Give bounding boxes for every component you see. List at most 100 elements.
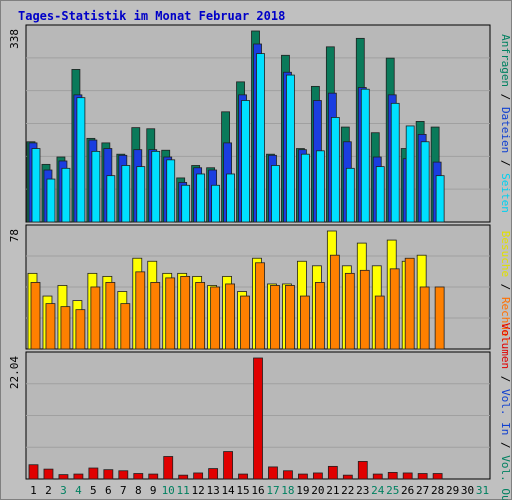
bar-mid-rechner-14 [225, 283, 235, 350]
bar-mid-rechner-7 [120, 303, 131, 350]
bar-mid-rechner-1 [30, 282, 41, 350]
x-tick-label-21: 21 [326, 484, 339, 497]
legend-top: Anfragen / Dateien / Seiten [499, 34, 512, 213]
bar-bot-volumen-17 [268, 466, 278, 480]
bar-top-seiten-15 [241, 100, 250, 223]
x-tick-label-6: 6 [105, 484, 112, 497]
x-tick-label-30: 30 [461, 484, 474, 497]
legend-entry: / [499, 435, 512, 455]
bar-top-seiten-5 [91, 150, 101, 223]
bar-mid-rechner-20 [314, 282, 325, 350]
bar-mid-rechner-9 [150, 282, 161, 350]
legend-entry: / [499, 153, 512, 173]
x-tick-label-8: 8 [135, 484, 142, 497]
bar-bot-volumen-8 [133, 473, 144, 480]
bar-bot-volumen-21 [327, 465, 338, 480]
bar-bot-volumen-23 [357, 461, 368, 480]
legend-entry: Seiten [499, 173, 512, 213]
x-tick-label-12: 12 [192, 484, 205, 497]
bar-top-seiten-16 [256, 53, 265, 223]
bar-bot-volumen-16 [253, 357, 263, 480]
legend-entry: / [499, 369, 512, 389]
bar-mid-rechner-6 [105, 282, 116, 350]
legend-entry: Vol. Out [499, 455, 512, 500]
legend-entry: Anfragen [499, 34, 512, 87]
bar-bot-volumen-5 [88, 467, 99, 480]
bar-top-seiten-10 [166, 159, 176, 223]
bar-mid-rechner-18 [285, 285, 295, 350]
bar-bot-volumen-22 [342, 474, 353, 480]
bar-mid-rechner-5 [90, 286, 101, 350]
bar-mid-rechner-23 [359, 269, 370, 350]
bar-top-seiten-21 [330, 117, 340, 223]
bar-bot-volumen-18 [283, 470, 293, 480]
x-tick-label-5: 5 [90, 484, 97, 497]
legend-bot: Volumen / Vol. In / Vol. Out [499, 323, 512, 500]
x-tick-label-3: 3 [60, 484, 67, 497]
bar-bot-volumen-20 [312, 472, 323, 480]
bar-bot-volumen-10 [163, 456, 174, 480]
bar-mid-rechner-25 [389, 268, 400, 350]
bar-mid-rechner-26 [404, 257, 415, 350]
x-tick-label-29: 29 [446, 484, 459, 497]
legend-entry: / [499, 277, 512, 297]
x-tick-label-10: 10 [162, 484, 175, 497]
x-tick-label-27: 27 [416, 484, 429, 497]
bar-mid-rechner-10 [165, 277, 176, 350]
bar-top-seiten-25 [390, 102, 400, 223]
bar-bot-volumen-7 [118, 470, 129, 480]
x-tick-label-9: 9 [150, 484, 157, 497]
x-tick-label-1: 1 [30, 484, 37, 497]
bar-bot-volumen-12 [193, 472, 204, 480]
x-tick-label-2: 2 [45, 484, 52, 497]
bar-mid-rechner-3 [60, 306, 71, 350]
bar-bot-volumen-4 [73, 473, 84, 480]
bar-top-seiten-6 [106, 175, 116, 223]
bar-top-seiten-1 [31, 148, 41, 223]
bar-top-seiten-12 [196, 173, 206, 223]
bar-mid-rechner-11 [180, 275, 191, 350]
bar-top-seiten-11 [181, 184, 191, 223]
bar-top-seiten-17 [271, 165, 280, 223]
max-label-top: 338 [8, 29, 21, 49]
x-tick-label-18: 18 [281, 484, 294, 497]
max-label-mid: 78 [8, 229, 21, 242]
bar-mid-rechner-22 [344, 272, 355, 350]
bar-top-seiten-27 [420, 141, 430, 223]
bar-top-seiten-19 [301, 153, 310, 223]
bar-mid-rechner-28 [434, 286, 445, 350]
x-tick-label-19: 19 [296, 484, 309, 497]
bar-mid-rechner-27 [419, 286, 430, 350]
legend-entry: / [499, 87, 512, 107]
bar-mid-rechner-15 [240, 295, 250, 350]
bar-top-seiten-28 [435, 175, 445, 223]
x-tick-label-26: 26 [401, 484, 414, 497]
bar-top-seiten-9 [151, 150, 161, 223]
bar-mid-rechner-12 [195, 282, 206, 350]
bar-top-seiten-13 [211, 184, 221, 223]
x-tick-label-31: 31 [476, 484, 489, 497]
bar-bot-volumen-3 [58, 474, 69, 480]
bar-mid-rechner-21 [329, 254, 340, 350]
bar-top-seiten-24 [375, 166, 385, 223]
bar-bot-volumen-27 [417, 473, 428, 480]
bar-top-seiten-4 [76, 97, 86, 223]
bar-mid-rechner-19 [300, 295, 310, 350]
x-tick-label-16: 16 [251, 484, 264, 497]
bar-bot-volumen-9 [148, 473, 159, 480]
x-tick-label-13: 13 [206, 484, 219, 497]
x-tick-label-23: 23 [356, 484, 369, 497]
legend-mid: Besuche / Rechner [499, 231, 512, 344]
bar-top-seiten-2 [46, 178, 56, 223]
bar-mid-rechner-8 [135, 271, 146, 350]
x-tick-label-4: 4 [75, 484, 82, 497]
legend-entry: Volumen [499, 323, 512, 369]
bar-top-seiten-20 [315, 150, 325, 223]
bar-bot-volumen-26 [402, 472, 413, 480]
bar-bot-volumen-15 [238, 473, 248, 480]
legend-entry: Vol. In [499, 389, 512, 435]
legend-entry: Dateien [499, 107, 512, 153]
max-label-bot: 22.04 [8, 356, 21, 389]
bar-mid-rechner-16 [255, 262, 265, 350]
